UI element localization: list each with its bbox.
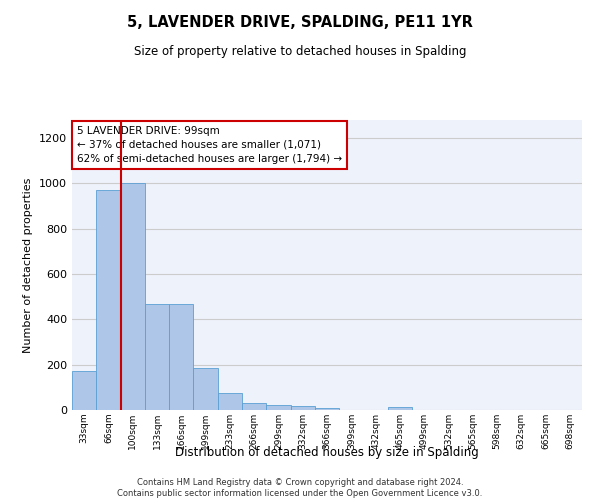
Bar — [315, 408, 339, 410]
Text: Contains HM Land Registry data © Crown copyright and database right 2024.
Contai: Contains HM Land Registry data © Crown c… — [118, 478, 482, 498]
Bar — [242, 403, 266, 410]
Bar — [145, 304, 169, 410]
Text: Distribution of detached houses by size in Spalding: Distribution of detached houses by size … — [175, 446, 479, 459]
Bar — [266, 405, 290, 410]
Bar — [388, 408, 412, 410]
Text: 5, LAVENDER DRIVE, SPALDING, PE11 1YR: 5, LAVENDER DRIVE, SPALDING, PE11 1YR — [127, 15, 473, 30]
Bar — [72, 372, 96, 410]
Bar — [290, 406, 315, 410]
Bar — [218, 393, 242, 410]
Bar — [169, 304, 193, 410]
Text: 5 LAVENDER DRIVE: 99sqm
← 37% of detached houses are smaller (1,071)
62% of semi: 5 LAVENDER DRIVE: 99sqm ← 37% of detache… — [77, 126, 342, 164]
Bar — [121, 184, 145, 410]
Bar — [96, 190, 121, 410]
Y-axis label: Number of detached properties: Number of detached properties — [23, 178, 34, 352]
Text: Size of property relative to detached houses in Spalding: Size of property relative to detached ho… — [134, 45, 466, 58]
Bar — [193, 368, 218, 410]
